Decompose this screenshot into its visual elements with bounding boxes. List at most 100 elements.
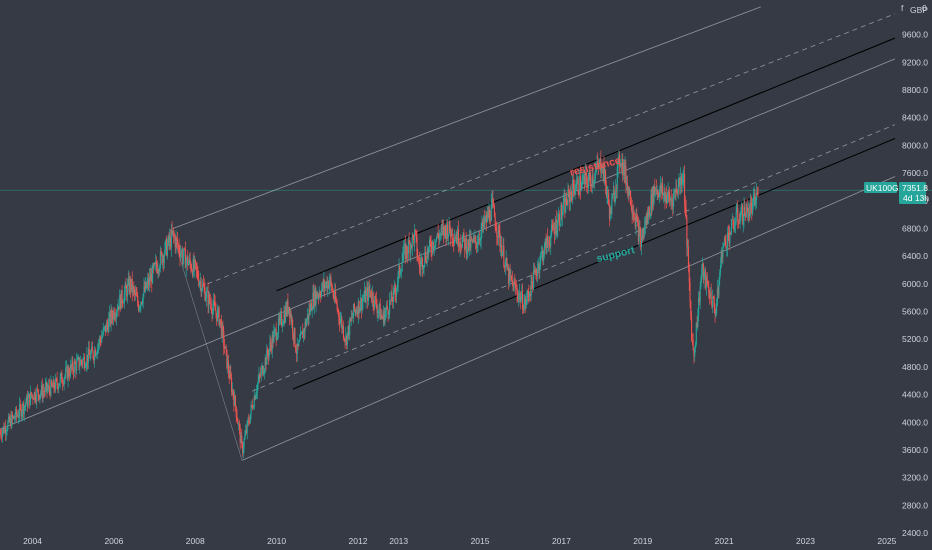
y-axis-tick-label: 4400.0 — [902, 390, 928, 400]
candle-body — [58, 383, 61, 386]
candle-body — [2, 427, 4, 432]
candle-body — [144, 286, 146, 291]
candle-body — [730, 219, 733, 235]
candle-body — [342, 326, 344, 329]
candle-body — [7, 421, 9, 430]
candle-body — [475, 242, 477, 248]
candle-body — [360, 298, 362, 309]
candle-body — [440, 227, 442, 234]
x-axis-tick-label: 2008 — [186, 536, 205, 546]
candle-body — [66, 366, 68, 380]
candle-body — [195, 262, 197, 270]
candle-body — [641, 236, 643, 240]
candle-body — [164, 243, 166, 255]
candle-body — [65, 366, 68, 369]
candle-body — [241, 435, 243, 443]
candle-body — [650, 194, 652, 215]
candle-body — [251, 405, 253, 407]
candle-body — [364, 290, 366, 299]
candle-body — [755, 200, 757, 205]
candle-body — [434, 246, 436, 247]
candle-body — [519, 292, 521, 303]
candle-body — [214, 303, 216, 311]
candle-body — [561, 211, 564, 217]
candle-body — [721, 250, 723, 258]
candle-body — [142, 294, 144, 304]
candle-body — [579, 176, 581, 195]
candle-body — [237, 419, 239, 425]
candle-body — [287, 300, 289, 313]
candle-body — [598, 161, 600, 168]
candle-body — [565, 197, 567, 205]
candle-body — [601, 172, 603, 173]
candle-body — [330, 277, 332, 283]
time-axis[interactable]: 2004 2006 2008 2010 2012 2013 2015 2017 2019 2021… — [23, 536, 897, 546]
x-axis-tick-label: 2015 — [471, 536, 490, 546]
candle-body — [570, 192, 572, 195]
candle-body — [274, 329, 276, 332]
candle-body — [62, 383, 64, 384]
candle-body — [85, 364, 87, 367]
candles — [0, 150, 759, 459]
candle-body — [714, 307, 716, 315]
candle-body — [222, 325, 224, 332]
candle-body — [493, 206, 495, 217]
scale-mode-glyph[interactable]: f — [901, 3, 904, 13]
candle-body — [267, 349, 269, 355]
candle-body — [403, 246, 405, 256]
candle-body — [233, 396, 235, 406]
candle-body — [604, 169, 606, 182]
candle-body — [486, 214, 488, 222]
candle-body — [680, 176, 682, 186]
y-axis-tick-label: 6800.0 — [902, 223, 928, 233]
candle-body — [27, 397, 29, 407]
axis-top-value: 0 — [922, 3, 927, 13]
candle-body — [609, 207, 611, 219]
candle-body — [573, 187, 575, 194]
candle-body — [108, 312, 111, 319]
candle-body — [576, 181, 578, 190]
candle-body — [655, 189, 657, 191]
candle-body — [385, 310, 387, 314]
candle-body — [198, 282, 201, 286]
candle-body — [284, 313, 286, 322]
candle-body — [522, 291, 524, 310]
candle-body — [107, 325, 109, 333]
candle-body — [195, 260, 197, 263]
candle-body — [72, 370, 75, 373]
x-axis-tick-label: 2019 — [633, 536, 652, 546]
candle-body — [355, 310, 357, 313]
candle-body — [277, 318, 280, 334]
candle-body — [453, 240, 455, 243]
candle-body — [727, 232, 729, 248]
y-axis-tick-label: 9200.0 — [902, 57, 928, 67]
candle-body — [185, 260, 187, 268]
candle-body — [15, 409, 17, 419]
candle-body — [209, 294, 211, 303]
candle-body — [548, 241, 550, 246]
candle-body — [206, 290, 208, 292]
candle-body — [389, 300, 391, 302]
candle-body — [579, 176, 582, 191]
candle-body — [489, 220, 492, 222]
candle-body — [174, 237, 176, 248]
candle-body — [756, 192, 758, 194]
candle-body — [232, 389, 234, 397]
candle-body — [54, 378, 57, 391]
candle-body — [463, 232, 465, 239]
candle-body — [725, 241, 727, 248]
candle-body — [740, 213, 742, 218]
candle-body — [630, 190, 632, 205]
candle-body — [213, 300, 215, 308]
candle-body — [649, 214, 651, 216]
candle-body — [358, 300, 360, 313]
candle-body — [219, 319, 221, 325]
candle-body — [654, 186, 656, 191]
candle-body — [59, 376, 61, 384]
candle-body — [501, 252, 503, 256]
price-axis[interactable]: f GBP 0 9600.0 9200.0 8800.0 8400.0 8000.0 76… — [901, 3, 928, 538]
candle-body — [160, 251, 162, 253]
candle-body — [484, 219, 486, 225]
candle-body — [624, 165, 626, 177]
